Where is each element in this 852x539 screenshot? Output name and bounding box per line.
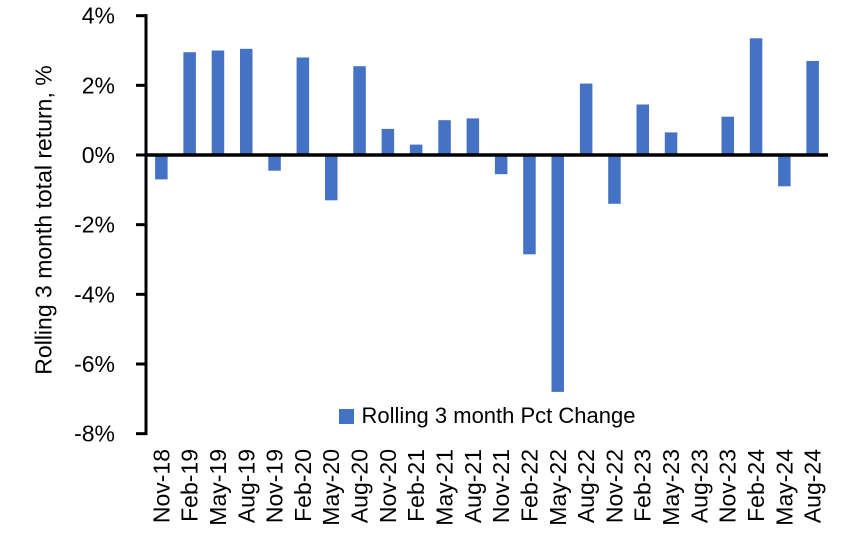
bar xyxy=(806,61,819,155)
x-tick-label: May-24 xyxy=(771,449,797,526)
x-tick-label: Aug-22 xyxy=(573,449,599,523)
x-tick-label: Feb-23 xyxy=(630,449,656,522)
bar xyxy=(608,155,621,204)
x-tick-label: Feb-24 xyxy=(743,449,769,522)
x-tick-label: May-19 xyxy=(205,449,231,526)
bar xyxy=(296,57,310,155)
x-tick-label: May-22 xyxy=(545,449,571,526)
x-tick-label: Aug-19 xyxy=(233,449,259,523)
bar xyxy=(551,155,564,392)
x-tick-label: Nov-21 xyxy=(488,449,514,523)
x-tick-label: May-20 xyxy=(318,449,344,526)
x-tick-label: Feb-21 xyxy=(403,449,429,522)
x-tick-label: Aug-24 xyxy=(800,449,826,523)
x-tick-label: Feb-22 xyxy=(517,449,543,522)
x-tick-label: Nov-18 xyxy=(148,449,174,523)
x-tick-label: Feb-19 xyxy=(177,449,203,522)
x-tick-label: Nov-22 xyxy=(601,449,627,523)
bar xyxy=(636,104,649,155)
bar xyxy=(268,155,281,171)
y-tick-label: 4% xyxy=(82,3,115,29)
bar xyxy=(381,128,395,155)
x-tick-label: Nov-20 xyxy=(375,449,401,523)
bar xyxy=(579,83,593,155)
bar xyxy=(353,66,366,155)
y-tick-label: -6% xyxy=(74,351,115,377)
bar xyxy=(211,50,225,155)
bar xyxy=(721,116,734,155)
x-tick-label: Aug-20 xyxy=(347,449,373,523)
bar xyxy=(749,38,763,155)
x-tick-label: Aug-23 xyxy=(686,449,712,523)
bar xyxy=(466,118,480,155)
bar xyxy=(183,52,196,156)
bar xyxy=(778,155,791,187)
x-tick-label: Nov-19 xyxy=(262,449,288,523)
bar xyxy=(494,155,508,175)
bar xyxy=(409,144,423,155)
y-tick-label: -4% xyxy=(74,281,115,307)
bar xyxy=(664,132,678,155)
x-tick-label: May-23 xyxy=(658,449,684,526)
y-tick-label: 2% xyxy=(82,72,115,98)
bar xyxy=(325,155,338,201)
bar xyxy=(523,155,536,255)
x-tick-label: Feb-20 xyxy=(290,449,316,522)
y-tick-label: -8% xyxy=(74,421,115,447)
x-tick-label: May-21 xyxy=(432,449,458,526)
y-tick-label: -2% xyxy=(74,212,115,238)
y-tick-label: 0% xyxy=(82,142,115,168)
x-tick-label: Aug-21 xyxy=(460,449,486,523)
bar xyxy=(438,120,451,155)
bar xyxy=(155,155,168,180)
x-tick-label: Nov-23 xyxy=(715,449,741,523)
bar xyxy=(240,48,253,155)
